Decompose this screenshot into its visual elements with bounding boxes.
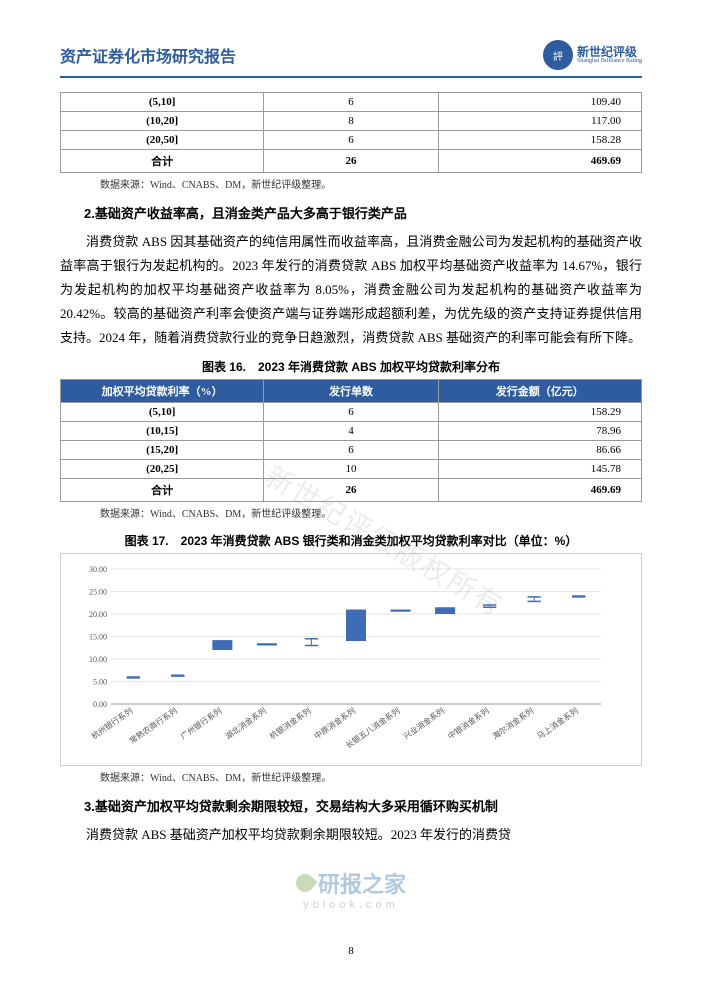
svg-text:常熟农商行系列: 常熟农商行系列 [127, 706, 179, 746]
table-total-row: 合计26469.69 [61, 150, 642, 173]
table-row: (5,10]6109.40 [61, 93, 642, 112]
section-2-body: 消费贷款 ABS 因其基础资产的纯信用属性而收益率高，且消费金融公司为发起机构的… [60, 230, 642, 350]
table-header: 加权平均贷款利率（%） [61, 380, 264, 403]
table-header: 发行单数 [264, 380, 438, 403]
table-row: (5,10]6158.29 [61, 403, 642, 422]
svg-text:30.00: 30.00 [89, 565, 107, 574]
svg-text:湖北消金系列: 湖北消金系列 [223, 706, 268, 742]
page-header: 资产证券化市场研究报告 評 新世纪评级 Shanghai Brilliance … [60, 40, 642, 78]
svg-text:5.00: 5.00 [93, 678, 107, 687]
table-row: (10,15]478.96 [61, 422, 642, 441]
logo-cn: 新世纪评级 [577, 46, 642, 58]
svg-text:杭州银行系列: 杭州银行系列 [89, 706, 134, 742]
table-row: (15,20]686.66 [61, 441, 642, 460]
table-header: 发行金额（亿元） [438, 380, 641, 403]
section-3-title: 3.基础资产加权平均贷款剩余期限较短，交易结构大多采用循环购买机制 [84, 796, 642, 815]
page-number: 8 [348, 945, 354, 957]
svg-text:兴业消金系列: 兴业消金系列 [401, 706, 446, 742]
figure-17-title: 图表 17. 2023 年消费贷款 ABS 银行类和消金类加权平均贷款利率对比（… [60, 532, 642, 549]
table-row: (10,20]8117.00 [61, 112, 642, 131]
logo-en: Shanghai Brilliance Rating [577, 58, 642, 64]
svg-text:25.00: 25.00 [89, 588, 107, 597]
svg-text:中银消金系列: 中银消金系列 [446, 706, 491, 742]
svg-text:杭银消金系列: 杭银消金系列 [268, 706, 313, 742]
range-table-top: (5,10]6109.40(10,20]8117.00(20,50]6158.2… [60, 92, 642, 173]
logo-icon: 評 [543, 40, 573, 70]
section-2-title: 2.基础资产收益率高，且消金类产品大多高于银行类产品 [84, 203, 642, 222]
figure-16-table: 加权平均贷款利率（%） 发行单数 发行金额（亿元） (5,10]6158.29(… [60, 379, 642, 502]
svg-text:马上消金系列: 马上消金系列 [535, 706, 580, 742]
figure-17-chart: 0.00 5.00 10.00 15.00 20.00 25.00 30.00 杭州银行系列常… [60, 553, 642, 766]
source-note-1: 数据来源：Wind、CNABS、DM，新世纪评级整理。 [100, 176, 642, 191]
svg-text:20.00: 20.00 [89, 610, 107, 619]
svg-text:海尔消金系列: 海尔消金系列 [490, 706, 535, 742]
figure-16-title: 图表 16. 2023 年消费贷款 ABS 加权平均贷款利率分布 [60, 358, 642, 375]
bar-chart-svg: 0.00 5.00 10.00 15.00 20.00 25.00 30.00 杭州银行系列常… [71, 564, 611, 754]
source-note-2: 数据来源：Wind、CNABS、DM，新世纪评级整理。 [100, 505, 642, 520]
svg-text:15.00: 15.00 [89, 633, 107, 642]
svg-text:0.00: 0.00 [93, 700, 107, 709]
svg-text:广州银行系列: 广州银行系列 [178, 706, 223, 742]
svg-text:10.00: 10.00 [89, 655, 107, 664]
brand-logo: 評 新世纪评级 Shanghai Brilliance Rating [543, 40, 642, 70]
report-title: 资产证券化市场研究报告 [60, 43, 236, 67]
table-total-row: 合计26469.69 [61, 479, 642, 502]
table-row: (20,25]10145.78 [61, 460, 642, 479]
source-note-3: 数据来源：Wind、CNABS、DM，新世纪评级整理。 [100, 769, 642, 784]
table-row: (20,50]6158.28 [61, 131, 642, 150]
svg-text:中原消金系列: 中原消金系列 [312, 706, 357, 742]
section-3-body: 消费贷款 ABS 基础资产加权平均贷款剩余期限较短。2023 年发行的消费贷 [60, 823, 642, 847]
